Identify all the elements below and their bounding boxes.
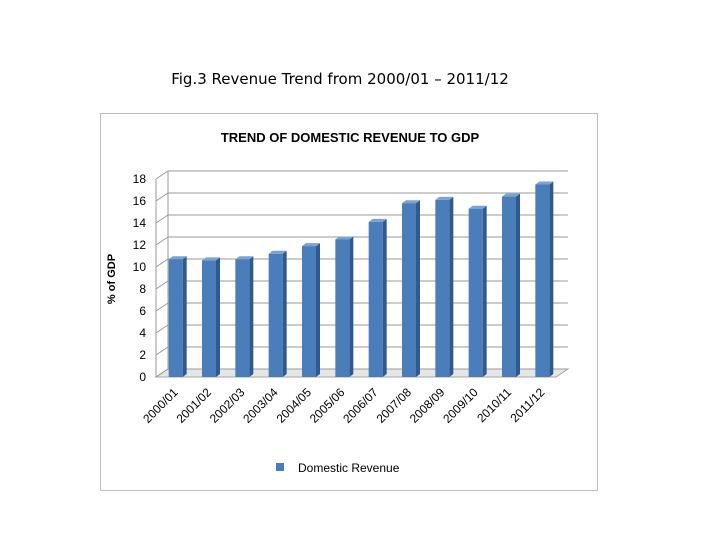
bar-front [502,196,516,377]
bar-side [182,256,187,377]
bar-top [302,243,320,247]
bar-side [549,181,554,377]
y-tick-label: 14 [133,216,147,230]
bar-side [482,205,487,377]
bar-side [416,200,420,377]
y-tick-label: 16 [133,194,147,208]
x-tick-label: 2002/03 [207,385,248,426]
x-tick-label: 2011/12 [508,385,548,425]
x-tick-label: 2010/11 [474,385,514,425]
x-tick-label: 2006/07 [340,385,381,426]
bar-front [302,246,316,377]
bar-front [368,221,383,377]
bar-top [402,200,420,204]
bar-front [235,259,250,377]
bar-side [349,236,354,377]
bar [535,181,554,377]
bar-chart: TREND OF DOMESTIC REVENUE TO GDP % of GD… [106,130,570,475]
x-tick-label: 2009/10 [440,385,481,426]
y-tick-label: 6 [139,304,146,318]
y-tick-label: 18 [133,172,147,186]
bar-side [382,218,387,377]
axes [155,171,169,377]
bar [502,193,520,377]
bar [435,196,454,377]
y-tick-label: 2 [139,348,146,362]
y-tick-label: 0 [139,370,146,384]
bar [402,200,420,377]
bar [202,257,220,377]
bar-top [335,236,354,240]
bar-side [249,256,254,377]
bar-top [202,257,220,261]
bar-side [216,257,220,377]
legend: Domestic Revenue [276,461,400,475]
bar [168,256,187,377]
x-tick-label: 2004/05 [274,385,315,426]
bar [468,205,487,377]
x-tick-label: 2007/08 [374,385,415,426]
bar [368,218,387,377]
x-tick-label: 2000/01 [140,385,181,426]
x-tick-label: 2003/04 [240,385,281,426]
y-tick-label: 12 [133,238,147,252]
x-tick-label: 2008/09 [407,385,448,426]
bar-side [316,243,320,377]
y-tick-label: 8 [139,282,146,296]
bar-front [402,203,416,377]
bar-top [268,250,287,254]
bar [235,256,254,377]
bar-front [202,260,216,377]
bar-side [516,193,520,377]
bar [335,236,354,377]
bar-front [335,239,350,377]
chart-frame: TREND OF DOMESTIC REVENUE TO GDP % of GD… [100,113,598,491]
y-tick-label: 4 [139,326,146,340]
legend-swatch [276,463,284,471]
bar-top [235,256,254,260]
bar-top [435,196,454,200]
bar-top [502,193,520,197]
bar-front [535,184,550,377]
bar-side [449,196,454,377]
chart-title: TREND OF DOMESTIC REVENUE TO GDP [221,130,480,145]
x-tick-label: 2001/02 [174,385,215,426]
bar-top [368,218,387,222]
bar-front [468,208,483,377]
bar-front [168,259,183,377]
bar-top [535,181,554,185]
y-tick-label: 10 [133,260,147,274]
bar-front [268,253,283,377]
legend-label: Domestic Revenue [298,461,400,475]
x-tick-label: 2005/06 [307,385,348,426]
x-tick-labels: 2000/012001/022002/032003/042004/052005/… [140,385,547,426]
bars [168,181,554,377]
bar [268,250,287,377]
bar-side [282,250,287,377]
bar-front [435,199,450,377]
figure-caption: Fig.3 Revenue Trend from 2000/01 – 2011/… [171,70,509,88]
y-axis-label: % of GDP [106,254,118,304]
back-wall [168,171,568,369]
bar-top [168,256,187,260]
bar [302,243,320,377]
bar-top [468,205,487,209]
y-tick-labels: 0 2 4 6 8 10 12 14 16 18 [133,172,147,384]
